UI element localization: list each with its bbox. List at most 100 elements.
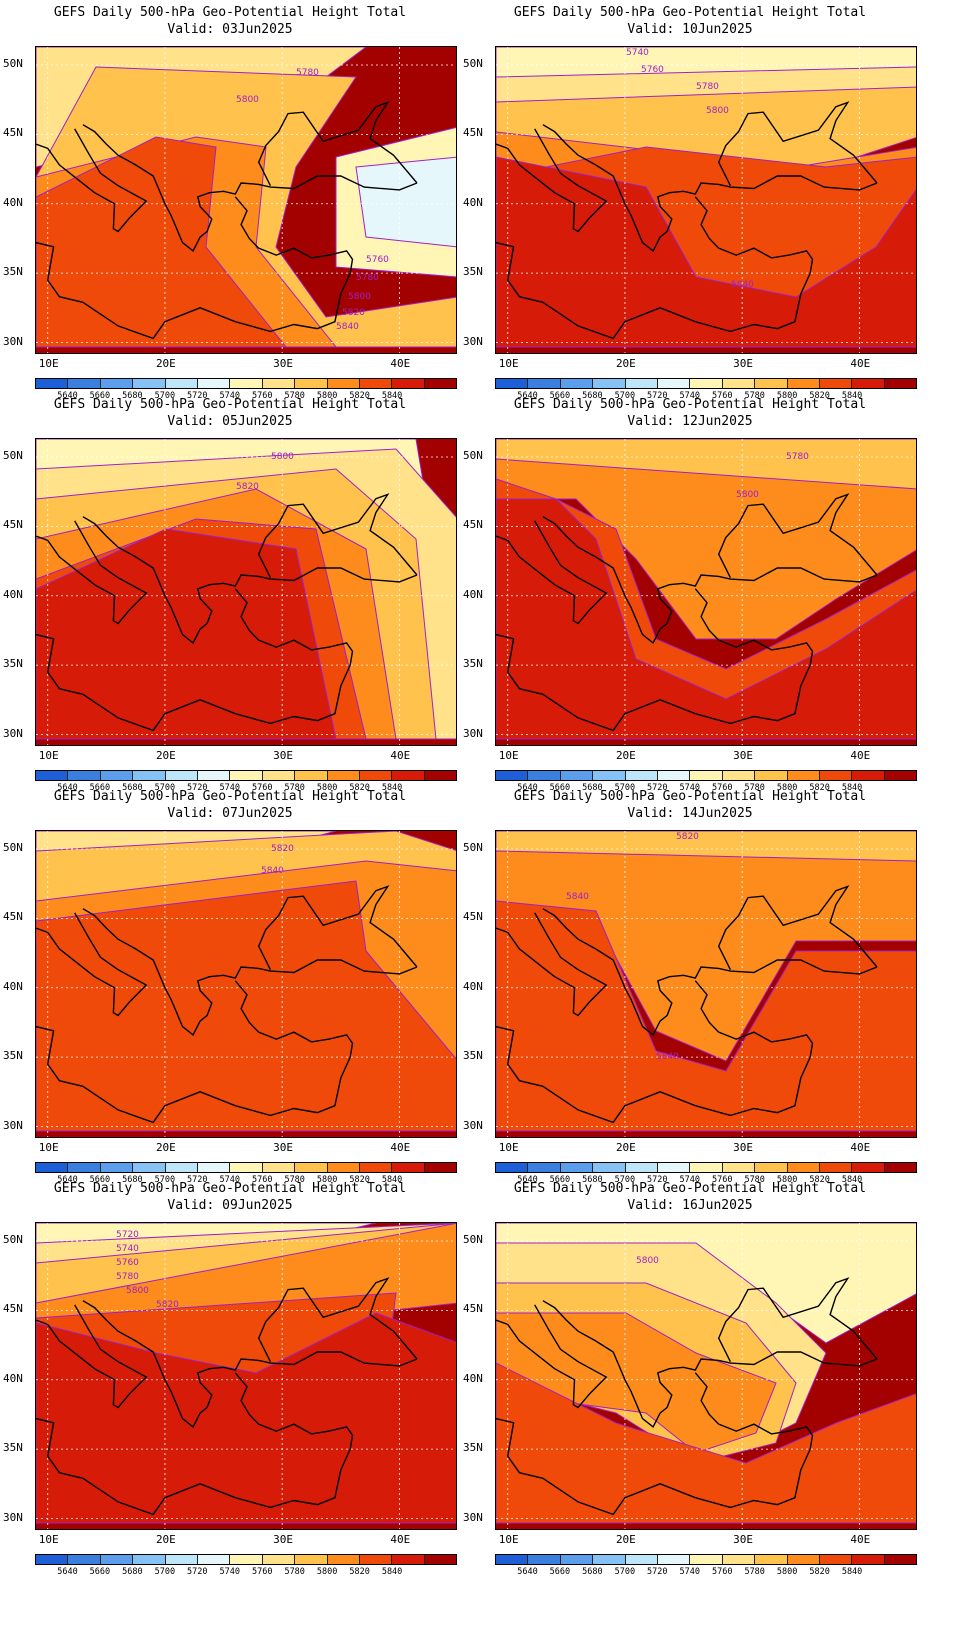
colorbar-swatch — [819, 771, 853, 780]
panel-valid-date: Valid: 07Jun2025 — [167, 806, 293, 821]
colorbar — [35, 1162, 457, 1173]
colorbar-swatch — [165, 379, 198, 388]
colorbar-swatch — [230, 379, 263, 388]
coastline — [496, 980, 814, 1124]
latitude-label: 45N — [3, 518, 23, 532]
height-band — [355, 156, 456, 248]
colorbar-swatch — [528, 1163, 561, 1172]
colorbar-swatch — [528, 1555, 561, 1564]
colorbar — [495, 770, 917, 781]
colorbar-swatch — [755, 1555, 788, 1564]
latitude-label: 30N — [3, 1510, 23, 1524]
panel-valid-date: Valid: 09Jun2025 — [167, 1198, 293, 1213]
longitude-label: 30E — [273, 357, 294, 370]
colorbar-swatch — [560, 771, 594, 780]
longitude-label: 10E — [498, 1533, 519, 1546]
colorbar-swatch — [593, 379, 626, 388]
panel-title: GEFS Daily 500-hPa Geo-Potential Height … — [513, 397, 867, 412]
colorbar-label: 5800 — [776, 783, 798, 793]
colorbar-swatch — [722, 1555, 756, 1564]
longitude-label: 20E — [155, 749, 176, 762]
map-panel: GEFS Daily 500-hPa Geo-Potential Height … — [460, 1176, 920, 1577]
latitude-label: 50N — [3, 1233, 23, 1247]
latitude-label: 50N — [3, 841, 23, 855]
colorbar-swatch — [819, 379, 853, 388]
colorbar-swatch — [392, 379, 425, 388]
latitude-label: 30N — [463, 726, 483, 740]
latitude-label: 50N — [463, 449, 483, 463]
contour-label: 5760 — [366, 255, 389, 265]
colorbar-label: 5720 — [187, 1175, 208, 1185]
colorbar-label: 5720 — [647, 783, 668, 793]
coastline — [496, 588, 814, 732]
coastline — [82, 908, 418, 1036]
colorbar-swatch — [884, 1555, 917, 1564]
colorbar-swatch — [133, 771, 166, 780]
contour-label: 5720 — [116, 1230, 139, 1240]
height-map: 5780 5800 5760 5780 5800 5820 5840 — [35, 46, 457, 354]
colorbar-swatch — [852, 771, 885, 780]
latitude-label: 35N — [463, 1049, 483, 1063]
latitude-label: 45N — [3, 910, 23, 924]
colorbar-swatch — [852, 1163, 885, 1172]
contour-svg: 5740 5760 5780 5800 5840 — [496, 47, 916, 353]
colorbar-label: 5780 — [284, 783, 305, 793]
colorbar-label: 5780 — [284, 1175, 305, 1185]
colorbar-swatch — [528, 771, 561, 780]
panel-valid-date: Valid: 05Jun2025 — [167, 414, 293, 429]
colorbar-label: 5700 — [154, 1567, 176, 1577]
colorbar-label: 5840 — [381, 783, 403, 793]
colorbar-swatch — [657, 771, 691, 780]
longitude-label: 40E — [390, 1533, 411, 1546]
colorbar — [35, 1554, 457, 1565]
colorbar-label: 5640 — [517, 391, 538, 401]
panel-title: GEFS Daily 500-hPa Geo-Potential Height … — [53, 789, 407, 804]
longitude-label: 20E — [615, 1533, 636, 1546]
latitude-label: 40N — [463, 195, 483, 209]
colorbar-swatch — [197, 1163, 231, 1172]
colorbar-label: 5800 — [316, 391, 338, 401]
colorbar-swatch — [100, 1555, 134, 1564]
latitude-label: 45N — [463, 910, 483, 924]
colorbar-label: 5740 — [679, 1567, 701, 1577]
colorbar-label: 5840 — [841, 1175, 863, 1185]
longitude-label: 40E — [850, 1533, 871, 1546]
colorbar-swatch — [560, 1555, 594, 1564]
colorbar-label: 5780 — [744, 1567, 765, 1577]
colorbar-swatch — [327, 379, 360, 388]
latitude-label: 35N — [463, 1441, 483, 1455]
coastline — [82, 1300, 418, 1428]
colorbar-swatch — [295, 1163, 328, 1172]
contour-label: 5800 — [706, 106, 729, 116]
colorbar-label: 5660 — [549, 1567, 571, 1577]
panel-valid-date: Valid: 12Jun2025 — [627, 414, 753, 429]
colorbar-swatch — [625, 379, 658, 388]
colorbar-label: 5780 — [744, 1175, 765, 1185]
panel-title: GEFS Daily 500-hPa Geo-Potential Height … — [53, 5, 407, 20]
panel-title: GEFS Daily 500-hPa Geo-Potential Height … — [53, 1181, 407, 1196]
latitude-label: 30N — [3, 334, 23, 348]
coastline — [257, 493, 418, 579]
longitude-label: 30E — [273, 749, 294, 762]
latitude-label: 50N — [463, 1233, 483, 1247]
contour-label: 5780 — [116, 1272, 139, 1282]
colorbar-label: 5640 — [57, 1175, 78, 1185]
colorbar-swatch — [68, 771, 101, 780]
coastline — [257, 1277, 418, 1363]
coastline — [717, 885, 878, 971]
colorbar-swatch — [230, 1555, 263, 1564]
colorbar-label: 5680 — [582, 391, 603, 401]
colorbar-swatch — [165, 771, 198, 780]
latitude-label: 50N — [3, 57, 23, 71]
contour-label: 5840 — [566, 892, 589, 902]
latitude-label: 35N — [463, 265, 483, 279]
longitude-label: 40E — [390, 749, 411, 762]
colorbar-label: 5740 — [219, 391, 241, 401]
longitude-label: 20E — [615, 749, 636, 762]
height-band — [36, 528, 337, 740]
colorbar-swatch — [424, 379, 457, 388]
colorbar-swatch — [68, 1555, 101, 1564]
latitude-label: 40N — [3, 195, 23, 209]
latitude-label: 45N — [3, 1302, 23, 1316]
longitude-label: 20E — [155, 1533, 176, 1546]
